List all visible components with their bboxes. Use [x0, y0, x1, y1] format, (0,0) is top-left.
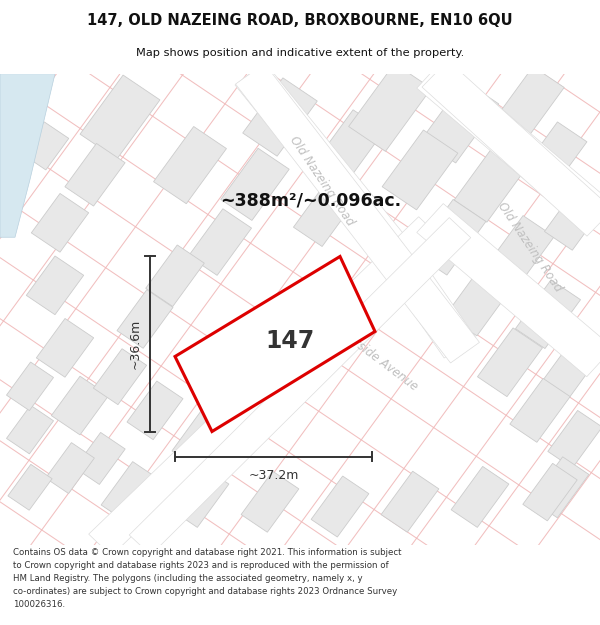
Polygon shape	[65, 143, 125, 206]
Polygon shape	[26, 256, 83, 314]
Polygon shape	[127, 381, 183, 439]
Polygon shape	[454, 146, 526, 222]
Polygon shape	[515, 280, 581, 349]
Polygon shape	[417, 59, 600, 233]
Polygon shape	[188, 209, 251, 276]
Polygon shape	[293, 180, 356, 246]
Polygon shape	[531, 457, 589, 518]
Polygon shape	[243, 78, 317, 156]
Polygon shape	[523, 463, 577, 521]
Text: Riverside Avenue: Riverside Avenue	[330, 321, 420, 394]
Polygon shape	[421, 81, 499, 163]
Polygon shape	[446, 264, 514, 336]
Polygon shape	[0, 74, 55, 238]
Polygon shape	[175, 256, 375, 431]
Polygon shape	[117, 289, 173, 348]
Polygon shape	[349, 64, 431, 151]
Polygon shape	[52, 376, 109, 435]
Text: ~36.6m: ~36.6m	[129, 319, 142, 369]
Polygon shape	[382, 130, 458, 210]
Polygon shape	[80, 75, 160, 159]
Polygon shape	[7, 406, 53, 454]
Polygon shape	[8, 464, 52, 510]
Polygon shape	[75, 432, 125, 484]
Polygon shape	[171, 466, 229, 528]
Text: Old Nazeing Road: Old Nazeing Road	[287, 134, 357, 229]
Polygon shape	[523, 122, 587, 189]
Text: ~388m²/~0.096ac.: ~388m²/~0.096ac.	[220, 192, 401, 210]
Polygon shape	[451, 466, 509, 528]
Polygon shape	[89, 217, 442, 556]
Polygon shape	[417, 204, 600, 377]
Polygon shape	[543, 337, 600, 398]
Text: Contains OS data © Crown copyright and database right 2021. This information is : Contains OS data © Crown copyright and d…	[13, 548, 402, 609]
Polygon shape	[241, 471, 299, 532]
Polygon shape	[478, 328, 542, 397]
Text: Map shows position and indicative extent of the property.: Map shows position and indicative extent…	[136, 48, 464, 58]
Polygon shape	[486, 216, 554, 288]
Polygon shape	[154, 126, 226, 204]
Polygon shape	[422, 61, 600, 236]
Polygon shape	[548, 411, 600, 468]
Text: Old Nazeing Road: Old Nazeing Road	[495, 199, 565, 294]
Polygon shape	[510, 378, 570, 442]
Polygon shape	[7, 362, 53, 411]
Text: ~37.2m: ~37.2m	[248, 469, 299, 482]
Polygon shape	[374, 237, 476, 358]
Polygon shape	[21, 122, 69, 170]
Polygon shape	[316, 110, 384, 182]
Polygon shape	[37, 319, 94, 378]
Polygon shape	[46, 442, 94, 494]
Text: 147: 147	[265, 329, 314, 353]
Text: 147, OLD NAZEING ROAD, BROXBOURNE, EN10 6QU: 147, OLD NAZEING ROAD, BROXBOURNE, EN10 …	[87, 13, 513, 28]
Polygon shape	[172, 410, 228, 469]
Polygon shape	[236, 64, 479, 363]
Polygon shape	[544, 186, 600, 250]
Polygon shape	[496, 66, 564, 139]
Polygon shape	[311, 476, 369, 537]
Polygon shape	[235, 62, 405, 258]
Polygon shape	[31, 194, 89, 252]
Polygon shape	[101, 462, 159, 522]
Polygon shape	[94, 349, 146, 404]
Polygon shape	[146, 245, 204, 306]
Polygon shape	[221, 148, 289, 221]
Polygon shape	[381, 471, 439, 532]
Polygon shape	[414, 199, 486, 275]
Polygon shape	[129, 217, 471, 555]
